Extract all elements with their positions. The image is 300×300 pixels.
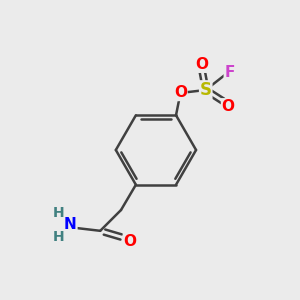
Text: O: O [221, 99, 235, 114]
Text: S: S [200, 81, 212, 99]
Text: N: N [64, 218, 77, 232]
Text: O: O [123, 234, 136, 249]
Text: O: O [174, 85, 187, 100]
Text: O: O [195, 57, 208, 72]
Text: H: H [53, 206, 64, 220]
Text: F: F [224, 65, 235, 80]
Text: H: H [53, 230, 64, 244]
